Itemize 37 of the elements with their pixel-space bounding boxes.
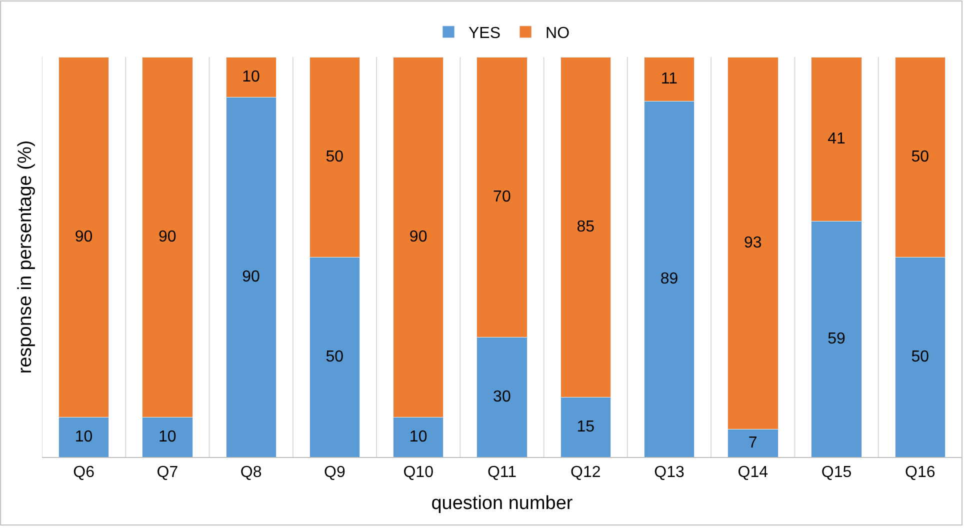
x-tick-label: Q16 (905, 464, 936, 482)
x-tick-label: Q8 (240, 464, 262, 482)
data-label: 70 (493, 188, 511, 206)
data-label: 41 (828, 130, 846, 148)
x-tick-label: Q7 (156, 464, 178, 482)
x-tick-label: Q15 (821, 464, 852, 482)
data-label: 90 (409, 228, 428, 246)
data-label: 50 (326, 148, 344, 166)
data-label: 59 (828, 330, 846, 348)
data-label: 90 (158, 228, 176, 246)
data-label: 10 (158, 428, 176, 446)
data-label: 85 (576, 218, 595, 236)
data-label: 10 (242, 68, 260, 86)
x-tick-label: Q10 (403, 464, 434, 482)
data-label: 15 (576, 418, 595, 436)
x-tick-label: Q11 (487, 464, 517, 482)
data-label: 93 (744, 234, 762, 252)
data-label: 50 (326, 348, 344, 366)
x-tick-label: Q14 (738, 464, 768, 482)
data-label: 90 (74, 228, 93, 246)
legend-label: YES (468, 25, 501, 42)
data-label: 90 (242, 268, 260, 286)
x-tick-label: Q6 (73, 464, 95, 482)
x-tick-label: Q12 (570, 464, 601, 482)
x-tick-label: Q9 (324, 464, 346, 482)
legend-label: NO (546, 25, 570, 42)
data-label: 50 (911, 148, 930, 166)
x-tick-label: Q13 (654, 464, 684, 482)
data-label: 11 (660, 70, 678, 88)
data-label: 89 (660, 270, 678, 288)
data-label: 7 (748, 434, 758, 452)
x-axis-title: question number (431, 493, 574, 514)
data-label: 10 (409, 428, 428, 446)
y-axis-title: response in persentage (%) (14, 140, 36, 374)
data-label: 30 (493, 388, 511, 406)
data-label: 50 (911, 348, 930, 366)
data-label: 10 (74, 428, 93, 446)
